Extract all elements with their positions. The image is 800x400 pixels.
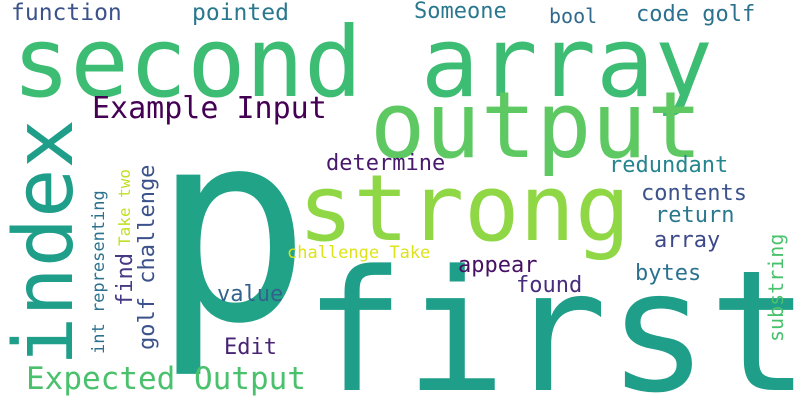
- word-appear: appear: [458, 253, 538, 278]
- word-bytes: bytes: [635, 261, 702, 286]
- word-int-representing: int representing: [89, 190, 109, 354]
- word-challenge-take: challenge Take: [287, 243, 431, 263]
- word-function: function: [11, 0, 122, 26]
- word-strong: strong: [298, 155, 631, 262]
- word-contents: contents: [641, 181, 747, 206]
- word-example-input: Example Input: [92, 91, 327, 126]
- word-output: output: [370, 72, 703, 179]
- word-edit: Edit: [224, 335, 277, 360]
- word-code-golf: code golf: [636, 2, 756, 27]
- word-bool: bool: [549, 4, 598, 28]
- word-take-two: Take two: [115, 168, 134, 246]
- word-p: p: [152, 75, 311, 382]
- word-redundant: redundant: [609, 153, 729, 178]
- word-expected-output: Expected Output: [26, 361, 306, 397]
- word-return: return: [655, 203, 735, 228]
- word-determine: determine: [326, 151, 446, 176]
- word-substring: substring: [764, 233, 788, 342]
- word-index: index: [0, 119, 92, 366]
- word-array: array: [654, 228, 721, 253]
- word-find: find: [113, 253, 138, 306]
- word-first: first: [304, 234, 800, 400]
- word-second-array: second array: [12, 6, 713, 119]
- word-pointed: pointed: [192, 0, 289, 26]
- word-found: found: [516, 273, 583, 298]
- word-value: value: [217, 282, 284, 307]
- word-golf-challenge: golf challenge: [135, 164, 160, 350]
- word-someone: Someone: [414, 0, 507, 24]
